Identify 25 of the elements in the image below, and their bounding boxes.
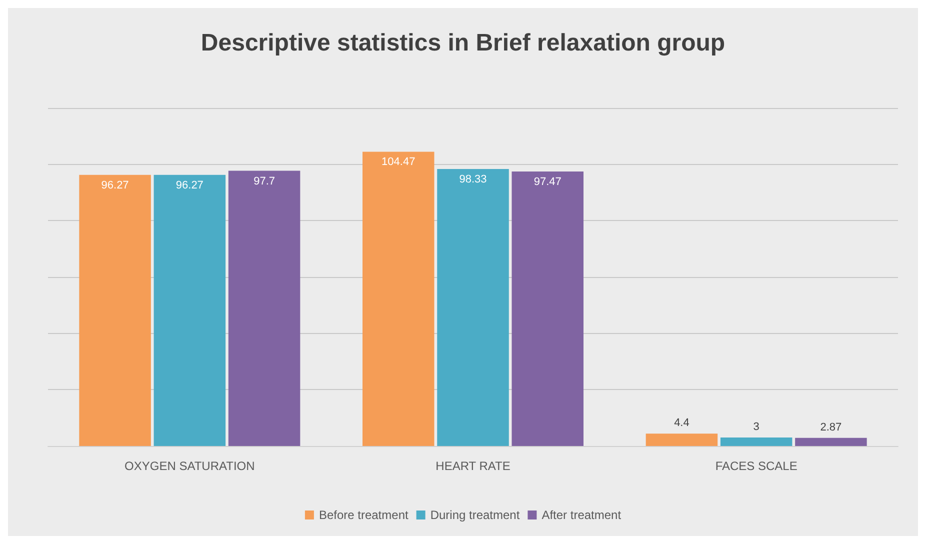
- x-tick-label: HEART RATE: [436, 459, 510, 473]
- legend-label: Before treatment: [318, 508, 409, 522]
- x-tick-label: FACES SCALE: [715, 459, 798, 473]
- data-label: 98.33: [459, 174, 487, 186]
- bar: [228, 170, 300, 446]
- bar: [437, 169, 509, 446]
- bar: [362, 152, 434, 446]
- chart-title: Descriptive statistics in Brief relaxation group: [200, 30, 726, 56]
- legend-label: After treatment: [542, 508, 622, 522]
- data-label: 97.47: [534, 176, 562, 188]
- x-tick-label: OXYGEN SATURATION: [124, 459, 255, 473]
- bar: [646, 434, 718, 446]
- bar: [79, 174, 151, 446]
- bar: [154, 174, 226, 446]
- data-label: 96.27: [176, 179, 204, 192]
- bar: [720, 438, 792, 446]
- data-label: 96.27: [101, 179, 129, 192]
- legend-label: During treatment: [430, 508, 520, 522]
- data-label: 2.87: [820, 421, 842, 434]
- bar: [795, 438, 867, 446]
- bar: [512, 171, 584, 446]
- data-label: 97.7: [254, 175, 275, 188]
- data-label: 4.4: [674, 417, 690, 430]
- data-label: 104.47: [382, 156, 416, 168]
- data-label: 3: [753, 421, 760, 434]
